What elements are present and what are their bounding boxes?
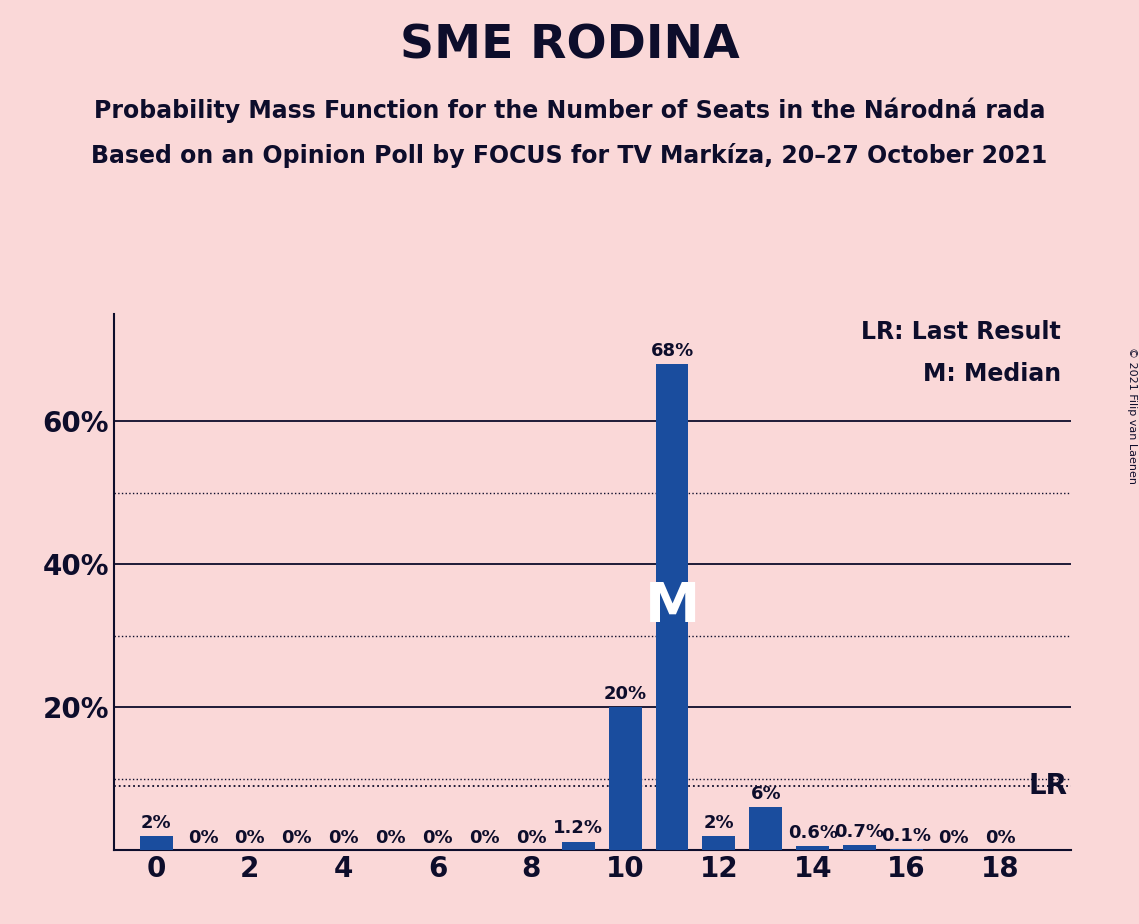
Text: 0%: 0% xyxy=(469,829,500,846)
Bar xyxy=(703,836,736,850)
Text: 0.6%: 0.6% xyxy=(788,823,837,842)
Text: 2%: 2% xyxy=(704,813,735,832)
Text: 0%: 0% xyxy=(281,829,312,846)
Text: 0.7%: 0.7% xyxy=(835,822,885,841)
Text: 6%: 6% xyxy=(751,784,781,803)
Text: 0%: 0% xyxy=(985,829,1016,846)
Bar xyxy=(656,364,688,850)
Bar xyxy=(843,845,876,850)
Text: M: M xyxy=(645,580,699,634)
Text: M: Median: M: Median xyxy=(923,362,1062,386)
Text: 0%: 0% xyxy=(235,829,265,846)
Text: 0%: 0% xyxy=(328,829,359,846)
Text: 0.1%: 0.1% xyxy=(882,827,932,845)
Text: 2%: 2% xyxy=(141,813,172,832)
Text: LR: Last Result: LR: Last Result xyxy=(861,320,1062,344)
Text: 0%: 0% xyxy=(423,829,453,846)
Text: Based on an Opinion Poll by FOCUS for TV Markíza, 20–27 October 2021: Based on an Opinion Poll by FOCUS for TV… xyxy=(91,143,1048,168)
Text: 68%: 68% xyxy=(650,342,694,359)
Bar xyxy=(140,836,172,850)
Text: 1.2%: 1.2% xyxy=(554,820,604,837)
Text: 0%: 0% xyxy=(375,829,405,846)
Bar xyxy=(608,707,641,850)
Text: SME RODINA: SME RODINA xyxy=(400,23,739,68)
Text: 0%: 0% xyxy=(939,829,969,846)
Text: 0%: 0% xyxy=(188,829,219,846)
Text: 20%: 20% xyxy=(604,685,647,703)
Bar xyxy=(562,842,595,850)
Text: © 2021 Filip van Laenen: © 2021 Filip van Laenen xyxy=(1126,347,1137,484)
Bar xyxy=(749,808,782,850)
Text: 0%: 0% xyxy=(516,829,547,846)
Text: Probability Mass Function for the Number of Seats in the Národná rada: Probability Mass Function for the Number… xyxy=(93,97,1046,123)
Text: LR: LR xyxy=(1029,772,1067,800)
Bar xyxy=(796,845,829,850)
